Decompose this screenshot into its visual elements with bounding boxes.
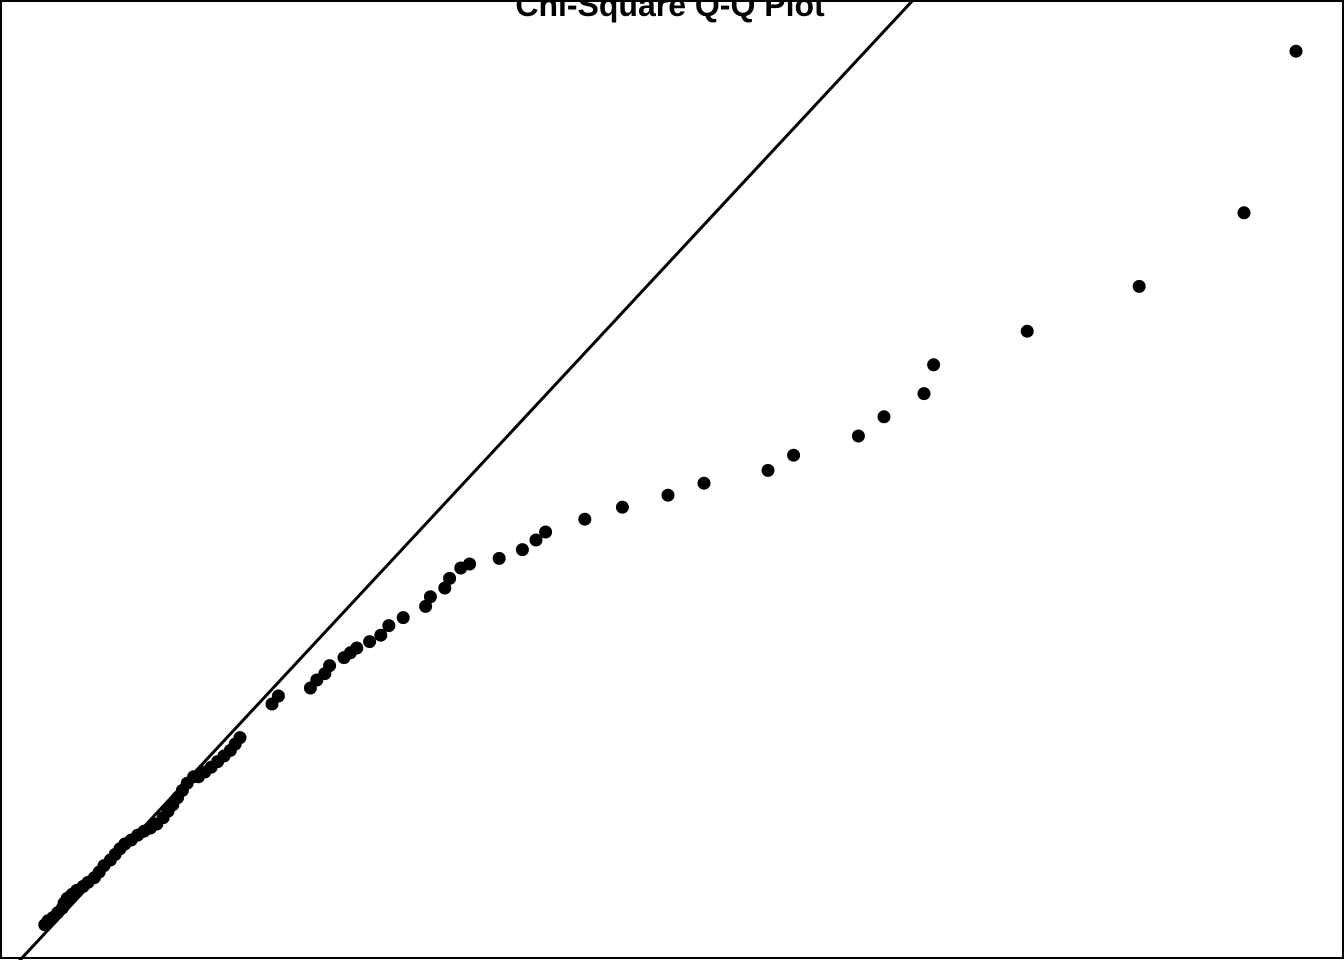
data-point (927, 358, 941, 372)
data-point (271, 689, 285, 703)
data-point (443, 571, 457, 585)
data-point (423, 590, 437, 604)
data-point (363, 635, 377, 649)
data-point (419, 599, 433, 613)
data-point (233, 731, 247, 745)
data-point (917, 387, 931, 401)
data-point (382, 619, 396, 633)
data-point (1020, 324, 1034, 338)
data-point (761, 463, 775, 477)
data-point (661, 488, 675, 502)
data-points-layer (38, 44, 1303, 932)
data-point (1132, 279, 1146, 293)
data-point (515, 543, 529, 557)
data-point (396, 611, 410, 625)
data-point (350, 641, 364, 655)
data-point (1289, 44, 1303, 58)
data-point (615, 500, 629, 514)
data-point (787, 448, 801, 462)
data-point (374, 628, 388, 642)
chart-title: Chi-Square Q-Q Plot (515, 0, 825, 23)
data-point (851, 429, 865, 443)
data-point (323, 659, 337, 673)
data-point (697, 476, 711, 490)
data-point (529, 533, 543, 547)
data-point (539, 525, 553, 539)
data-point (438, 581, 452, 595)
data-point (578, 512, 592, 526)
data-point (492, 551, 506, 565)
data-point (463, 557, 477, 571)
data-point (877, 410, 891, 424)
data-point (1237, 206, 1251, 220)
